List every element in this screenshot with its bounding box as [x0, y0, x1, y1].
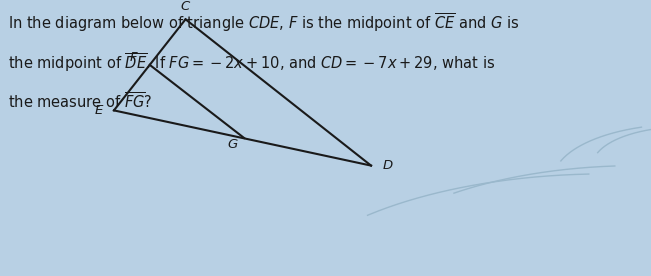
Text: $\mathit{E}$: $\mathit{E}$: [94, 104, 105, 117]
Text: $\mathit{F}$: $\mathit{F}$: [128, 51, 139, 65]
Text: the midpoint of $\overline{DE}$. If $FG=-2x+10$, and $CD=-7x+29$, what is: the midpoint of $\overline{DE}$. If $FG=…: [8, 51, 495, 74]
Text: In the diagram below of triangle $CDE$, $F$ is the midpoint of $\overline{CE}$ a: In the diagram below of triangle $CDE$, …: [8, 11, 519, 34]
Text: $\mathit{G}$: $\mathit{G}$: [227, 138, 238, 152]
Text: $\mathit{D}$: $\mathit{D}$: [381, 159, 393, 172]
Text: $\mathit{C}$: $\mathit{C}$: [180, 0, 191, 13]
Text: the measure of $\overline{FG}$?: the measure of $\overline{FG}$?: [8, 91, 152, 111]
